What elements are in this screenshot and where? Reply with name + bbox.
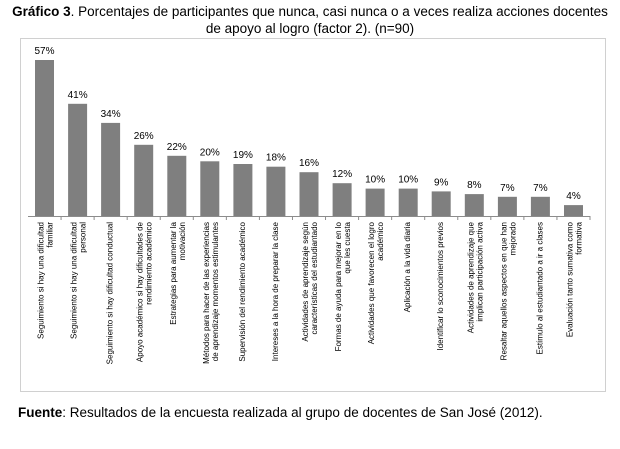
x-tick-label-line: Seguimiento si hay dificultad conductual [106,222,115,365]
data-label: 7% [500,183,515,194]
chart-frame [20,38,606,392]
data-label: 20% [200,147,220,158]
x-tick-label: Estrategias para aumentar lamotivación [169,221,187,324]
bar [464,194,484,216]
source-text: : Resultados de la encuesta realizada al… [62,405,543,420]
x-tick-label-line: Actividades de aprendizaje según [301,222,310,342]
x-tick-label-line: personal [79,222,88,253]
data-label: 57% [34,46,54,57]
x-tick-label-line: Métodos para hacer de las experiencias [202,222,211,364]
x-tick-label-line: Evaluación tanto sumativa como [566,221,575,337]
x-tick-label-line: Apoyo académico si hay dificultades de [136,221,145,362]
x-tick-label-line: Actividades de aprendizaje que [466,221,475,333]
x-tick-label: Actividades que favorecen el logroacadém… [367,221,385,344]
x-tick-label: Intereses a la hora de preparar la clase [271,221,280,361]
data-label: 41% [68,90,88,101]
x-tick-label: Formas de ayuda para mejorar en loque le… [334,221,352,351]
chart-title-prefix: Gráfico 3 [12,4,71,19]
x-tick-label-line: rendimiento académico [145,221,154,304]
x-tick-label-line: mejorado [508,221,517,255]
x-tick-label: Seguimiento si hay una dificultadpersona… [70,222,88,339]
x-tick-label-line: académico [376,221,385,260]
x-tick-label-line: Seguimiento si hay una dificultad [37,222,46,339]
bar [35,60,54,216]
data-label: 19% [233,150,253,161]
bar [101,122,121,216]
bar [200,161,220,216]
data-label: 12% [332,169,352,180]
bar [68,103,88,216]
bar [530,196,550,216]
bar [365,188,385,216]
x-tick-label-line: Aplicación a la vida diaria [403,221,412,312]
data-label: 16% [299,158,319,169]
bar [564,205,583,216]
x-tick-label-line: Seguimiento si hay una dificultad [70,222,79,339]
data-label: 10% [398,175,418,186]
data-label: 34% [101,109,121,120]
data-label: 7% [533,183,548,194]
chart-title: Gráfico 3. Porcentajes de participantes … [8,3,612,37]
data-label: 10% [365,175,385,186]
data-label: 4% [566,191,581,202]
x-tick-label-line: Resaltar aquellos aspectos en que han [499,222,508,360]
x-tick-label-line: características del estudiantado [310,221,319,334]
x-tick-label: Estímulo al estudiantado a ir a clases [535,222,544,355]
bar [431,191,451,216]
x-tick-label: Seguimiento si hay una dificultadfamilia… [37,222,55,339]
chart-title-text: . Porcentajes de participantes que nunca… [70,4,608,36]
x-tick-label: Resaltar aquellos aspectos en que hanmej… [499,221,517,360]
x-tick-label: Actividades de aprendizaje segúncaracter… [301,221,319,341]
x-tick-label-line: Estrategias para aumentar la [169,221,178,324]
x-tick-label-line: formativa [575,221,584,254]
x-tick-label-line: Supervisión del rendimiento académico [238,221,247,361]
data-label: 8% [467,180,482,191]
x-tick-label-line: familiar [46,222,55,248]
bar [299,172,319,216]
bar [167,155,187,216]
bar [233,164,253,216]
x-tick-label: Seguimiento si hay dificultad conductual [106,222,115,365]
bar [398,188,418,216]
x-tick-label-line: de aprendizaje momentos estimulantes [211,222,220,361]
x-tick-label: Supervisión del rendimiento académico [238,221,247,361]
bar [497,196,517,216]
bar [134,144,154,216]
x-tick-label-line: Identificar lo sconocimientos previos [436,222,445,351]
x-tick-label-line: Actividades que favorecen el logro [367,221,376,344]
x-tick-label: Evaluación tanto sumativa comoformativa [566,221,584,337]
x-tick-label-line: implican participación activa [475,221,484,321]
x-tick-label: Identificar lo sconocimientos previos [436,222,445,351]
bar [266,166,286,216]
data-label: 22% [167,142,187,153]
x-tick-label-line: Estímulo al estudiantado a ir a clases [535,222,544,355]
x-tick-label: Métodos para hacer de las experienciasde… [202,222,220,364]
x-tick-label-line: Formas de ayuda para mejorar en lo [334,221,343,351]
data-label: 18% [266,153,286,164]
x-tick-label-line: que les cuesta [343,221,352,273]
data-label: 26% [134,131,154,142]
x-tick-label: Actividades de aprendizaje queimplican p… [466,221,484,333]
x-tick-label: Apoyo académico si hay dificultades dere… [136,221,154,362]
x-tick-label-line: motivación [178,222,187,260]
data-label: 9% [434,177,449,188]
x-tick-label: Aplicación a la vida diaria [403,221,412,312]
source-note: Fuente: Resultados de la encuesta realiz… [18,404,618,421]
bar [332,183,352,216]
x-tick-label-line: Intereses a la hora de preparar la clase [271,221,280,361]
source-prefix: Fuente [18,405,63,420]
